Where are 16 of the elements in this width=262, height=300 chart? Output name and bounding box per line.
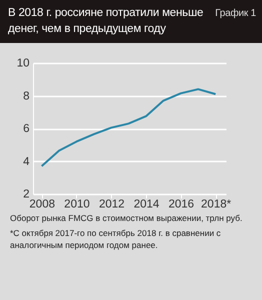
x-tick-label: 2008 (29, 198, 55, 210)
x-tick-label: 2016 (168, 198, 194, 210)
x-tick-label: 2010 (64, 198, 90, 210)
x-tick-label: 2018* (201, 198, 232, 210)
text: График 1 (215, 7, 256, 21)
text: *С октября 2017-го по сентябрь 2018 г. в сравнении с аналогичным периодом годом ранее. (9, 227, 222, 251)
chart-title: В 2018 г. россияне потратили меньше денег, чем в предыдущем году (8, 7, 204, 35)
y-tick-label: 8 (23, 90, 30, 102)
y-tick-label: 10 (16, 58, 30, 70)
x-tick-label: 2012 (98, 198, 125, 210)
text: Оборот рынка FMCG в стоимостном выражении, трлн руб. (9, 212, 244, 224)
y-tick-label: 2 (23, 188, 30, 200)
y-tick-label: 4 (23, 156, 30, 168)
x-tick-label: 2014 (134, 198, 160, 210)
y-tick-label: 6 (23, 123, 30, 135)
line-series (40, 88, 217, 168)
